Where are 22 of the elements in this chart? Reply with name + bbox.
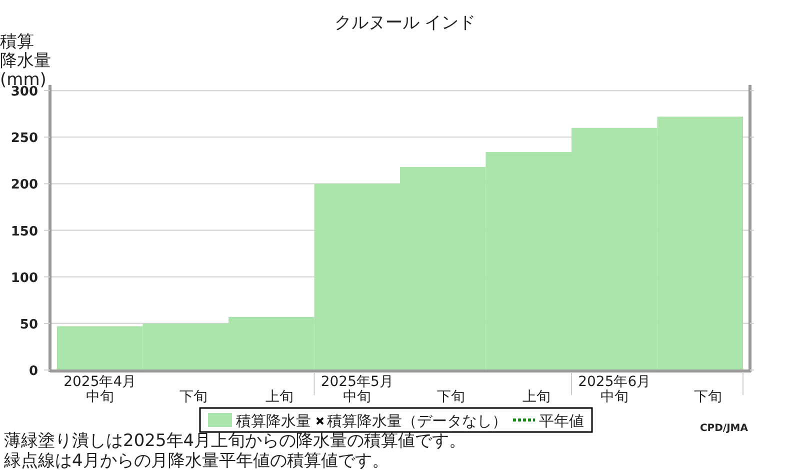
y-tick-label: 250 [10, 131, 38, 146]
chart-title: クルヌール インド [334, 13, 476, 33]
y-tick-label: 100 [10, 270, 38, 286]
x-tick-label: 2025年4月中旬 [64, 374, 136, 405]
x-tick-label: 上旬 [522, 389, 551, 405]
x-tick-label: 下旬 [694, 389, 722, 405]
legend-label: 積算降水量（データなし） [327, 412, 507, 430]
x-tick-label: 2025年5月中旬 [320, 374, 394, 405]
text: 薄緑塗り潰しは2025年4月上旬からの降水量の積算値です。 [4, 431, 466, 451]
legend-label: 積算降水量 [236, 412, 311, 430]
y-tick-label: 300 [10, 84, 38, 100]
y-tick-label: 150 [10, 224, 38, 240]
x-tick-label: 下旬 [180, 389, 208, 405]
x-tick-label: 下旬 [436, 389, 465, 405]
x-tick-label: 上旬 [265, 389, 294, 405]
text: 緑点線は4月からの月降水量平年値の積算値です。 [3, 451, 389, 470]
text: CPD/JMA [700, 423, 748, 434]
y-tick-label: 200 [10, 178, 38, 193]
y-tick-label: 0 [28, 364, 38, 379]
legend-label: 平年値 [539, 412, 584, 430]
y-tick-label: 50 [20, 317, 38, 332]
x-tick-label: 2025年6月中旬 [578, 374, 651, 405]
